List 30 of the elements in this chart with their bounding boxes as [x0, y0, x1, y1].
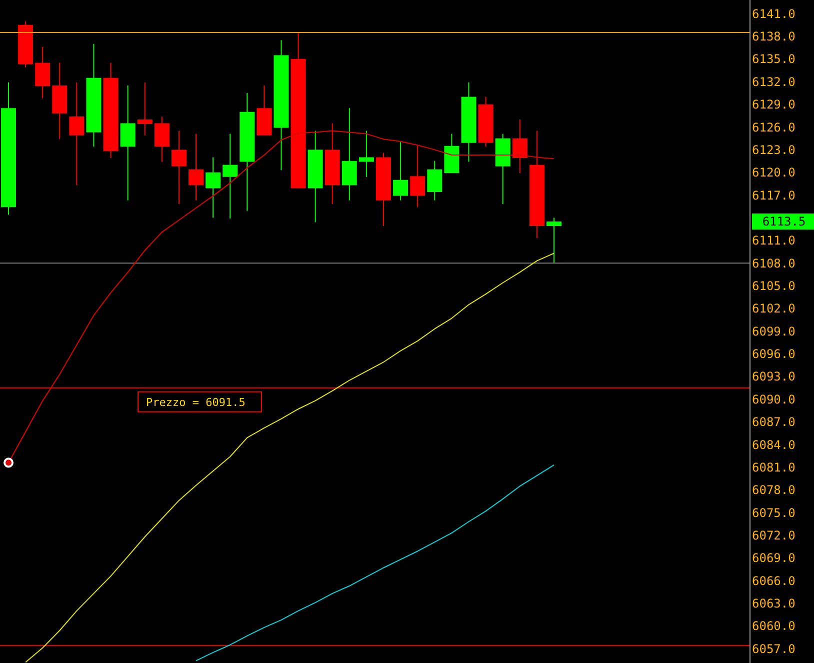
y-tick-label: 6075.0 [752, 506, 796, 520]
y-tick-label: 6138.0 [752, 30, 796, 44]
y-tick-label: 6105.0 [752, 279, 796, 294]
y-tick-label: 6084.0 [752, 438, 796, 452]
y-tick-label: 6111.0 [752, 234, 796, 248]
y-tick-label: 6093.0 [752, 370, 796, 384]
y-tick-label: 6135.0 [752, 52, 796, 66]
y-tick-label: 6090.0 [752, 392, 796, 406]
y-tick-label: 6132.0 [752, 74, 796, 89]
y-tick-label: 6063.0 [752, 596, 796, 611]
ref-line-label: Prezzo = 6091.5 [146, 396, 246, 409]
y-tick-label: 6126.0 [752, 120, 796, 134]
y-tick-label: 6117.0 [752, 188, 796, 202]
y-tick-label: 6057.0 [752, 642, 796, 656]
y-tick-label: 6099.0 [752, 324, 796, 338]
y-tick-label: 6123.0 [752, 142, 796, 157]
y-tick-label: 6120.0 [752, 166, 796, 180]
y-tick-label: 6081.0 [752, 460, 796, 474]
y-tick-label: 6108.0 [752, 256, 796, 270]
y-tick-label: 6069.0 [752, 551, 796, 566]
y-tick-label: 6102.0 [752, 302, 796, 316]
y-tick-label: 6096.0 [752, 347, 796, 362]
y-tick-label: 6078.0 [752, 483, 796, 498]
y-tick-label: 6060.0 [752, 619, 796, 634]
y-tick-label: 6141.0 [752, 6, 796, 21]
y-tick-label: 6072.0 [752, 528, 796, 542]
y-tick-label: 6066.0 [752, 574, 796, 588]
y-tick-label: 6087.0 [752, 415, 796, 430]
y-tick-label: 6129.0 [752, 98, 796, 112]
text: 6113.5 [762, 214, 806, 229]
